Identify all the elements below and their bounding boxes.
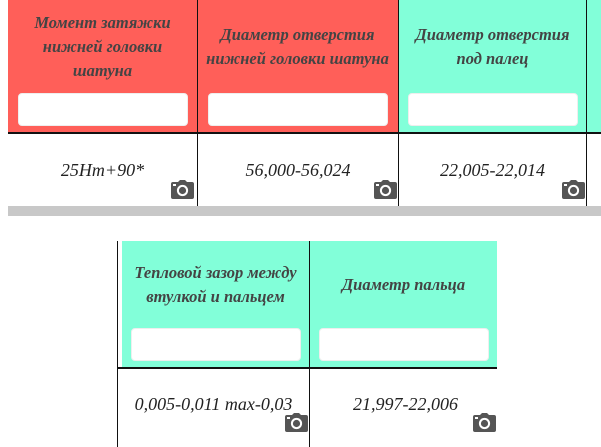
column-divider [197,0,198,216]
header-cell-next-column-partial [587,0,601,133]
table-top: Момент затяжки нижней головки шатуна Диа… [0,0,601,216]
column-header-pin-diameter: Диаметр пальца [341,274,466,294]
table-row: 21,997-22,006 [310,369,501,439]
filter-input-big-end-bore[interactable] [207,93,388,126]
cell-pin-bore-value: 22,005-22,014 [440,160,545,180]
filter-input-tightening-torque[interactable] [17,93,188,126]
camera-icon[interactable] [285,413,308,432]
filter-input-pin-diameter[interactable] [318,328,489,361]
column-divider [586,0,587,216]
filter-input-pin-bore[interactable] [407,93,578,126]
cell-big-end-bore-value: 56,000-56,024 [245,160,351,180]
table-row: 25Нm+90* [8,134,197,206]
header-cell-big-end-bore: Диаметр отверстия нижней головки шатуна [197,0,398,133]
header-cell-pin-diameter: Диаметр пальца [310,241,497,368]
table-left-border [117,241,118,447]
cell-thermal-clearance-value: 0,005-0,011 max-0,03 [134,394,293,414]
camera-icon[interactable] [473,413,496,432]
table-row: 56,000-56,024 [198,134,398,206]
table-row: 22,005-22,014 [399,134,586,206]
column-divider [398,0,399,216]
column-header-big-end-bore: Диаметр отверстия нижней головки шатуна [206,24,389,68]
horizontal-scrollbar[interactable] [8,206,601,216]
header-bottom-border [8,132,601,134]
column-header-tightening-torque: Момент затяжки нижней головки шатуна [34,12,171,80]
cell-pin-diameter-value: 21,997-22,006 [353,394,458,414]
column-header-pin-bore: Диаметр отверстия под палец [415,24,570,68]
filter-input-thermal-clearance[interactable] [130,328,301,361]
header-cell-thermal-clearance: Тепловой зазор между втулкой и пальцем [122,241,309,368]
column-divider [309,241,310,447]
column-header-thermal-clearance: Тепловой зазор между втулкой и пальцем [134,262,297,306]
cell-tightening-torque-value: 25Нm+90* [60,160,145,180]
header-bottom-border [118,367,497,369]
header-cell-tightening-torque: Момент затяжки нижней головки шатуна [8,0,197,133]
header-cell-pin-bore: Диаметр отверстия под палец [399,0,586,133]
table-row: 0,005-0,011 max-0,03 [118,369,309,439]
